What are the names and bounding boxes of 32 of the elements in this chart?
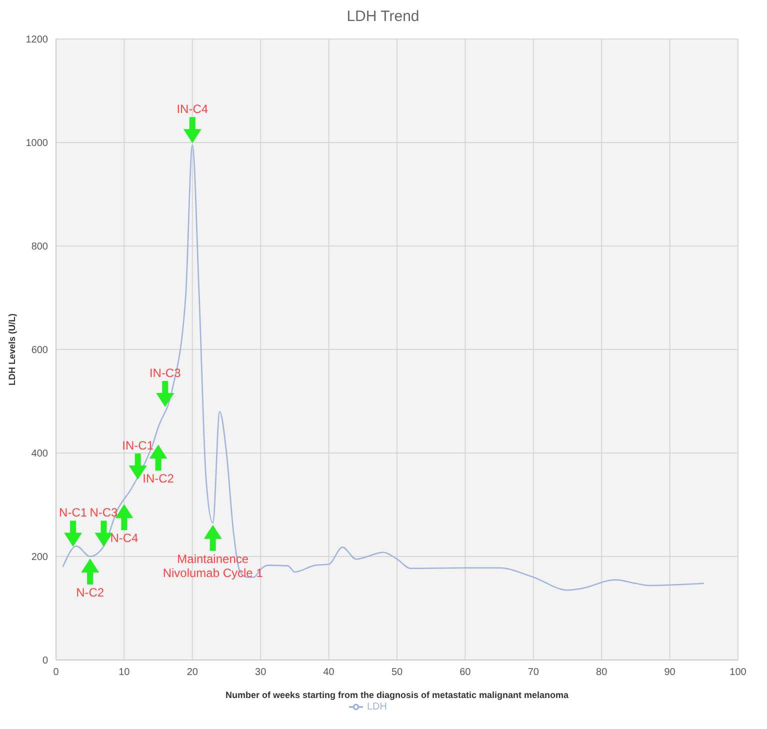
x-tick-label: 80 bbox=[596, 667, 608, 678]
y-tick-label: 200 bbox=[31, 552, 48, 564]
y-tick-label: 1200 bbox=[26, 34, 48, 46]
y-tick-label: 0 bbox=[42, 656, 48, 667]
y-tick-label: 1000 bbox=[26, 138, 48, 150]
x-axis-title: Number of weeks starting from the diagnosis of metastatic malignant melanoma bbox=[225, 690, 570, 700]
annotation: IN-C4 bbox=[176, 102, 208, 116]
callout-arrow: N-C2 bbox=[76, 558, 104, 600]
x-tick-label: 70 bbox=[528, 667, 540, 678]
y-axis-title: LDH Levels (U/L) bbox=[7, 313, 18, 386]
y-tick-label: 400 bbox=[31, 448, 48, 460]
annotation: Maintainence Nivolumab Cycle 1 bbox=[162, 552, 264, 580]
callout-arrow: Maintainence Nivolumab Cycle 1 bbox=[162, 524, 263, 580]
annotation: N-C1 bbox=[59, 506, 88, 520]
x-tick-label: 90 bbox=[664, 667, 676, 678]
callout-arrow: N-C1 bbox=[59, 506, 88, 547]
x-tick-label: 60 bbox=[460, 667, 472, 678]
chart-title: LDH Trend bbox=[346, 8, 420, 25]
callout-arrow: IN-C4 bbox=[176, 102, 208, 144]
x-tick-label: 10 bbox=[118, 667, 130, 678]
y-tick-label: 600 bbox=[31, 345, 48, 356]
x-tick-label: 50 bbox=[391, 667, 403, 678]
legend-label: LDH bbox=[366, 702, 387, 713]
callout-arrow: IN-C3 bbox=[149, 366, 181, 408]
annotation: N-C2 bbox=[76, 586, 104, 600]
x-tick-label: 20 bbox=[186, 667, 198, 678]
x-tick-label: 100 bbox=[730, 667, 747, 678]
x-tick-label: 0 bbox=[53, 667, 60, 678]
annotation: IN-C3 bbox=[149, 366, 182, 380]
x-tick-label: 30 bbox=[255, 667, 267, 678]
y-tick-label: 800 bbox=[31, 242, 48, 253]
x-tick-label: 40 bbox=[323, 667, 335, 678]
